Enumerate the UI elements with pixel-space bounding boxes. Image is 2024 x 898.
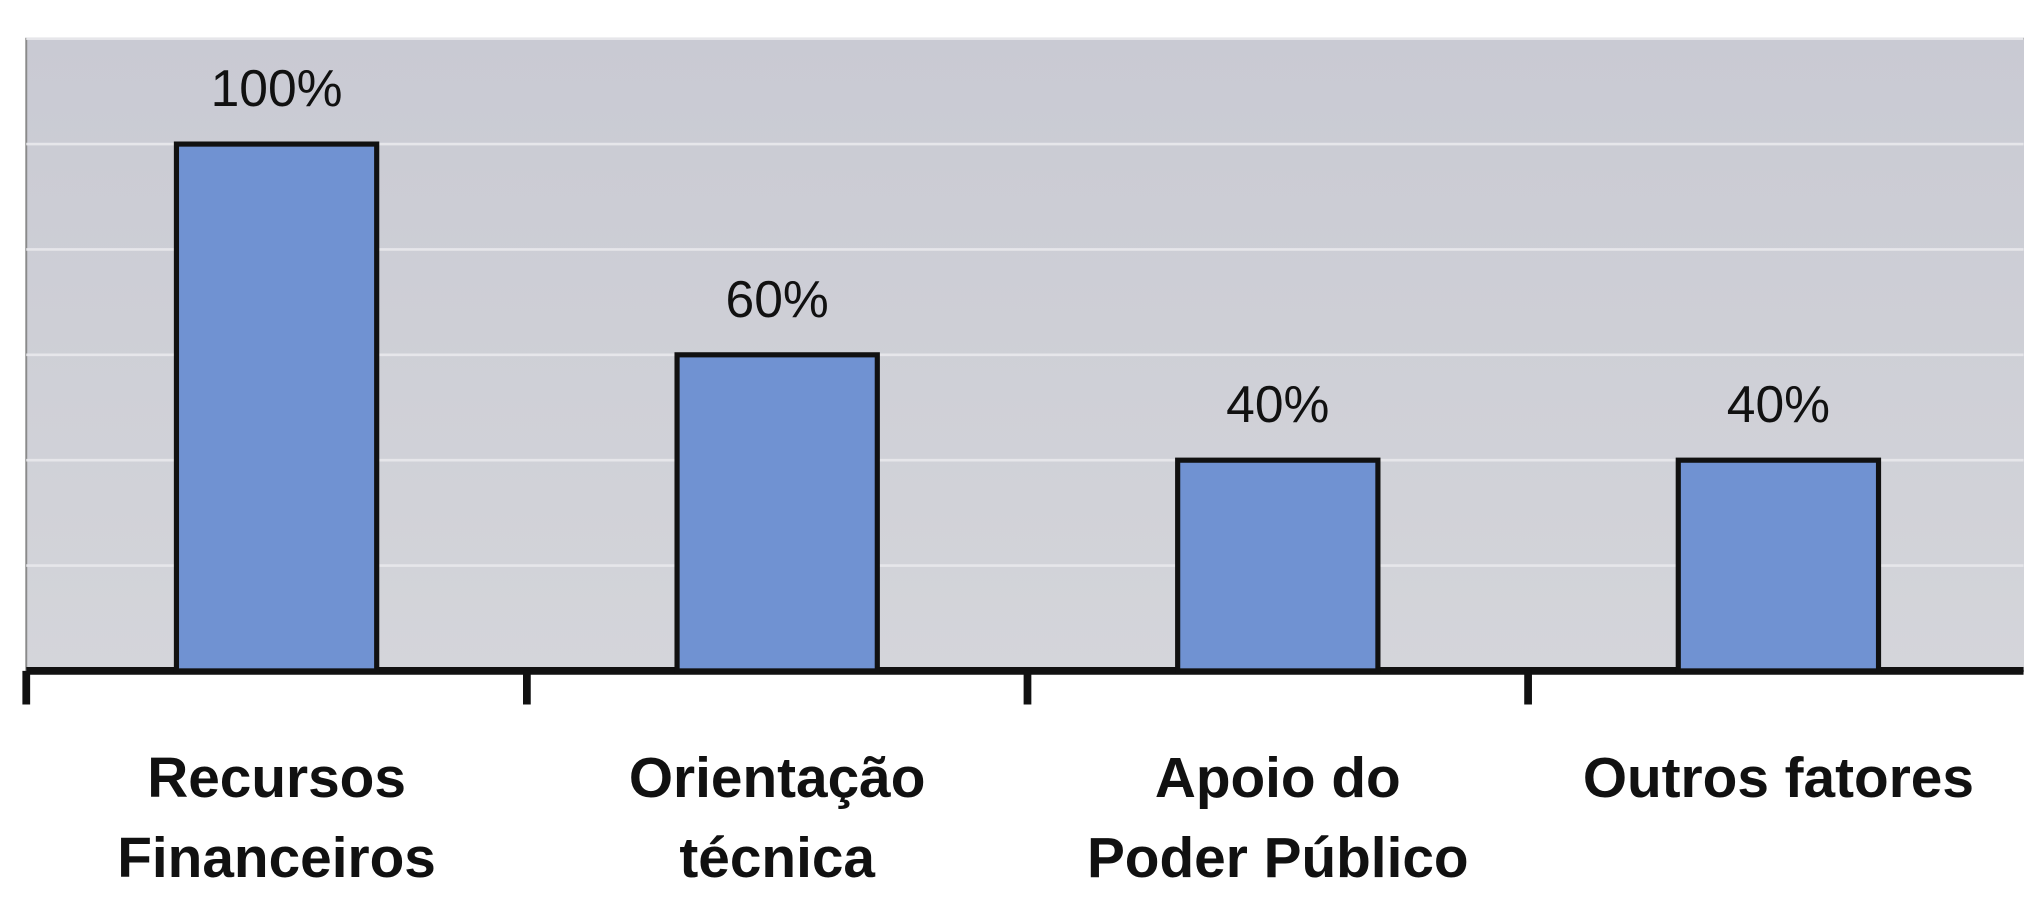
value-label: 60% — [726, 270, 829, 328]
x-tick-label: Recursos — [147, 747, 406, 810]
value-label: 40% — [1727, 375, 1830, 433]
bar — [1175, 457, 1381, 674]
value-label: 40% — [1226, 375, 1329, 433]
x-tick-label: Poder Público — [1087, 827, 1469, 890]
bar — [1675, 457, 1882, 674]
x-tick-label: Outros fatores — [1583, 747, 1974, 810]
x-tick-label: técnica — [679, 827, 875, 890]
x-tick-label: Financeiros — [117, 827, 436, 890]
x-tick-label: Apoio do — [1155, 747, 1401, 810]
bar — [173, 141, 380, 674]
bar — [674, 352, 880, 674]
x-tick-label: Orientação — [629, 747, 926, 810]
value-label: 100% — [211, 59, 343, 117]
